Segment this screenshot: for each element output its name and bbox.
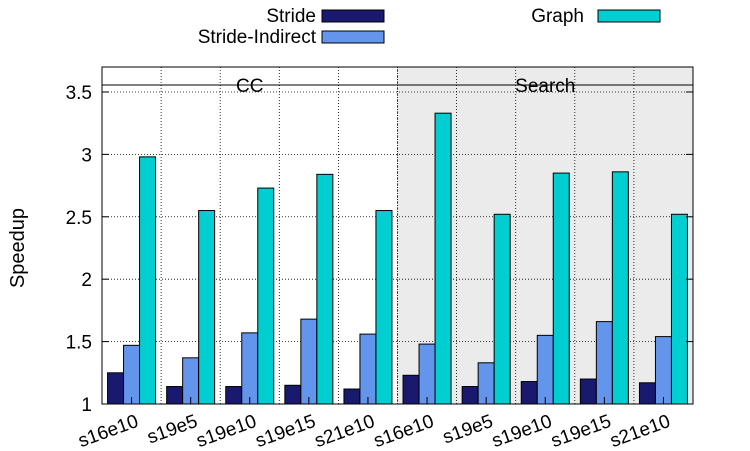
bar-graph [257,187,275,405]
x-tick-label: s19e15 [548,411,614,451]
legend-swatch [597,9,661,23]
legend-label: Stride-Indirect [198,27,317,48]
bar-stride [107,372,125,405]
bar-stride-indirect [654,336,672,405]
x-tick-label: s19e15 [253,411,319,451]
bar-stride-indirect [123,344,141,405]
bar-stride [461,386,479,405]
plot-border [101,66,694,405]
y-tick-label: 3.5 [66,83,92,104]
x-tick-label: s21e10 [607,411,673,451]
x-tick-label: s21e10 [312,411,378,451]
x-tick-label: s16e10 [75,411,141,451]
bar-stride [638,382,656,405]
bar-stride [284,384,302,405]
bar-graph [670,213,688,405]
bar-stride [402,374,420,405]
y-tick-label: 2.5 [66,208,92,229]
bar-graph [375,210,393,405]
bar-graph [611,171,629,405]
grid [102,67,693,404]
bars [107,112,688,405]
bar-stride-indirect [300,318,318,405]
bar-stride-indirect [595,321,613,405]
bar-stride-indirect [536,334,554,405]
x-tick-label: s19e5 [145,411,201,448]
bar-stride [225,386,243,405]
bar-stride-indirect [241,332,259,405]
plot-frame [101,66,694,405]
group-label: CC [236,76,263,97]
bar-graph [552,172,570,405]
x-tick-label: s19e10 [489,411,555,451]
x-tick-label: s19e10 [194,411,260,451]
legend-label: Graph [531,6,584,27]
group-label: Search [515,76,575,97]
bar-stride [166,386,184,405]
bar-stride-indirect [418,343,436,405]
y-tick-label: 1.5 [66,333,92,354]
bar-graph [139,156,157,405]
bar-stride [343,388,361,405]
y-axis-label: Speedup [7,208,29,288]
y-tick-label: 2 [81,270,92,291]
bar-graph [316,173,334,405]
bar-graph [434,112,452,405]
legend-swatch [321,30,385,44]
x-tick-label: s19e5 [440,411,496,448]
bar-graph [198,210,216,405]
y-tick-label: 3 [81,145,92,166]
legend-swatch [321,9,385,23]
bar-graph [493,213,511,405]
y-tick-label: 1 [81,395,92,416]
bar-stride-indirect [359,333,377,405]
x-tick-label: s16e10 [371,411,437,451]
bar-stride [579,378,597,405]
legend-label: Stride [266,6,316,27]
bar-stride [520,381,538,405]
